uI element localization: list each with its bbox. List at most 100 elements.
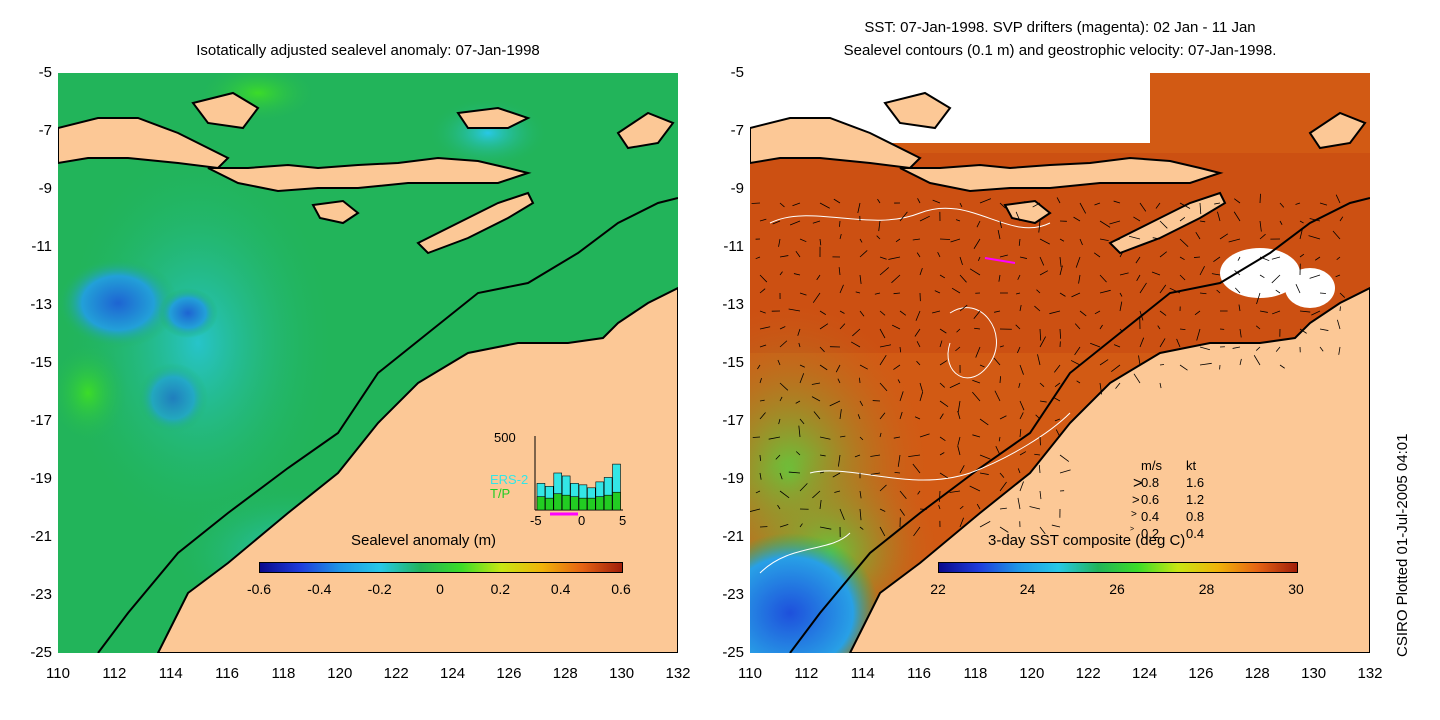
velocity-arrow [1019,201,1026,204]
velocity-arrow [1054,382,1061,388]
velocity-legend-arrow-icon: > [1131,509,1137,520]
velocity-arrow [879,382,888,392]
velocity-arrow [778,418,781,425]
velocity-arrow [1259,220,1262,232]
velocity-arrow [797,328,801,336]
velocity-arrow [1159,284,1167,294]
velocity-arrow [917,198,921,204]
left-ytick: -11 [31,238,52,255]
velocity-arrow [1034,305,1041,312]
velocity-arrow [1059,469,1071,474]
left-ytick: -15 [30,354,52,371]
velocity-arrow [879,256,887,260]
velocity-arrow [1099,289,1111,294]
velocity-arrow [1039,490,1042,500]
velocity-arrow [1199,292,1207,295]
velocity-arrow [999,526,1009,533]
velocity-arrow [1079,202,1087,214]
velocity-arrow [1133,373,1141,384]
velocity-arrow [1059,256,1062,267]
velocity-arrow [799,523,803,528]
velocity-arrow [811,396,821,402]
velocity-arrow [879,412,886,420]
velocity-arrow [1049,310,1061,315]
velocity-arrow [1159,220,1168,229]
velocity-arrow [1314,256,1321,261]
velocity-arrow [1152,237,1161,240]
velocity-arrow [1039,526,1046,535]
velocity-arrow [1017,497,1021,510]
velocity-arrow [998,274,1001,282]
velocity-arrow [1090,342,1101,348]
velocity-arrow [1211,273,1221,276]
low-anomaly-region [58,143,338,543]
left-xtick: 110 [46,665,70,682]
velocity-arrow [788,308,801,312]
velocity-arrow [975,346,981,358]
velocity-arrow [932,199,941,204]
velocity-arrow [850,341,861,348]
velocity-arrow [751,202,761,204]
velocity-arrow [876,235,881,240]
velocity-arrow [1234,270,1241,276]
velocity-arrow [819,499,822,510]
velocity-arrow [1213,256,1221,262]
velocity-arrow [812,490,821,499]
inset-bar-tp [612,491,621,511]
velocity-arrow [870,454,881,457]
velocity-arrow [972,391,981,402]
velocity-arrow [957,436,961,446]
velocity-arrow [813,411,821,420]
velocity-arrow [939,382,946,388]
low-anomaly-core-2 [158,288,218,338]
velocity-arrow [912,463,921,474]
velocity-arrow [1055,429,1061,438]
velocity-arrow [977,256,981,261]
velocity-arrow [798,425,801,438]
velocity-arrow [1311,310,1321,316]
velocity-arrow [838,267,841,276]
velocity-arrow [854,454,861,458]
velocity-arrow [1159,251,1167,258]
velocity-arrow [919,382,923,392]
velocity-arrow [1255,325,1261,330]
velocity-arrow [899,411,903,420]
velocity-arrow [835,364,841,373]
right-ytick: -5 [730,64,744,81]
lesser-sunda-islands [207,156,532,193]
velocity-arrow [777,504,781,510]
high-anomaly-region [58,343,128,443]
velocity-arrow [1256,292,1261,305]
velocity-arrow [1029,506,1041,510]
velocity-arrow [1179,202,1191,209]
velocity-arrow [859,274,862,285]
sulawesi-south [191,91,260,130]
left-ytick: -13 [30,296,52,313]
velocity-arrow [973,238,981,249]
velocity-arrow [1109,220,1121,225]
velocity-arrow [1017,346,1021,354]
velocity-arrow [979,472,989,475]
velocity-arrow [919,267,923,276]
velocity-arrow [1159,364,1165,366]
velocity-arrow [891,274,901,284]
right-xtick: 116 [907,665,932,682]
velocity-arrow [1099,324,1103,330]
velocity-arrow [959,517,964,528]
low-anomaly-core [58,258,178,348]
velocity-arrow [1019,451,1027,456]
velocity-arrow [798,342,801,348]
flores-sea-islands [456,106,531,129]
velocity-arrow [1336,256,1341,261]
timor-island-right [1108,191,1227,255]
right-colorbar-tick: 30 [1288,581,1304,597]
velocity-arrow [832,472,841,478]
velocity-legend-ms: 0.6 [1141,492,1160,507]
velocity-arrow [834,490,841,493]
velocity-arrow [955,346,961,352]
velocity-arrow [1133,216,1141,222]
velocity-arrow [919,391,924,402]
velocity-arrow [1113,200,1121,204]
velocity-arrow [1113,344,1121,348]
java-island-right [750,117,922,170]
